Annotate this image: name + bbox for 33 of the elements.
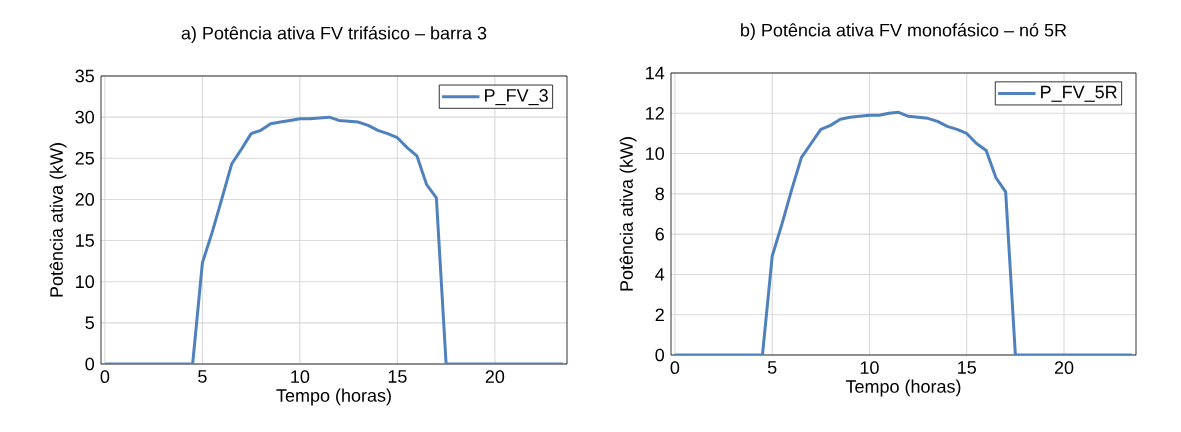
legend-label: P_FV_3 — [485, 89, 548, 106]
x-tick-label: 5 — [767, 361, 777, 374]
x-tick-label: 0 — [670, 361, 680, 374]
y-tick-label: 8 — [655, 187, 664, 201]
x-axis-title: Tempo (horas) — [276, 388, 391, 406]
y-tick-label: 30 — [75, 110, 95, 124]
y-tick-label: 20 — [75, 193, 95, 206]
legend-label: P_FV_5R — [1041, 85, 1117, 102]
x-tick-label: 5 — [198, 370, 207, 383]
y-tick-label: 25 — [75, 151, 94, 165]
y-tick-label: 14 — [646, 66, 665, 80]
x-tick-label: 20 — [485, 370, 505, 383]
y-tick-label: 15 — [76, 234, 94, 247]
y-tick-label: 5 — [85, 316, 94, 330]
chart-title: a) Potência ativa FV trifásico – barra 3 — [181, 26, 487, 44]
y-tick-label: 2 — [655, 308, 664, 321]
y-tick-label: 4 — [655, 268, 665, 281]
x-tick-label: 10 — [291, 370, 310, 383]
y-tick-label: 0 — [655, 348, 665, 362]
y-tick-label: 10 — [646, 147, 665, 160]
y-tick-label: 6 — [655, 227, 664, 241]
chart-title: b) Potência ativa FV monofásico – nó 5R — [741, 23, 1067, 41]
y-tick-label: 35 — [75, 69, 94, 83]
x-tick-label: 10 — [860, 361, 879, 374]
x-axis-title: Tempo (horas) — [845, 379, 961, 397]
x-tick-label: 0 — [100, 370, 110, 383]
y-axis-title: Potência ativa (kW) — [49, 143, 67, 297]
x-tick-label: 15 — [388, 370, 407, 383]
x-tick-label: 15 — [958, 361, 976, 374]
y-tick-label: 10 — [76, 275, 95, 289]
x-tick-label: 20 — [1054, 361, 1074, 374]
y-axis-title: Potência ativa (kW) — [619, 137, 637, 291]
y-tick-label: 12 — [646, 107, 664, 120]
